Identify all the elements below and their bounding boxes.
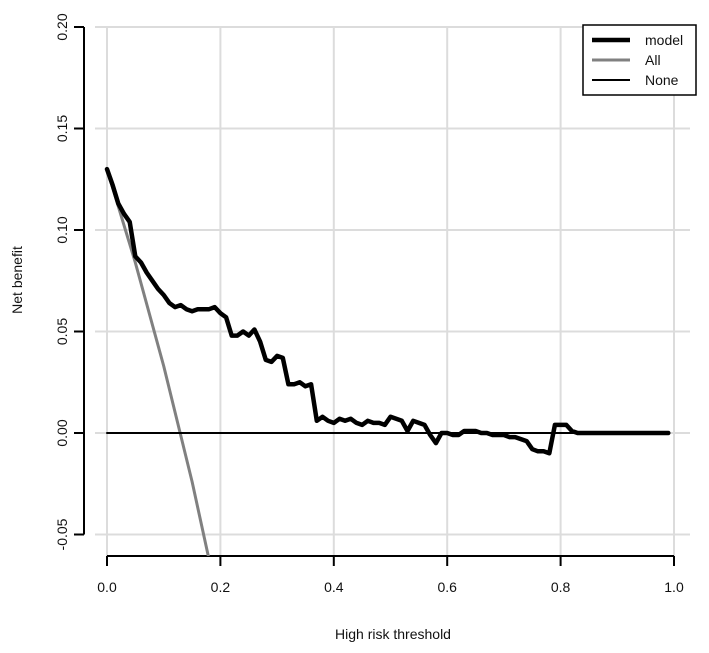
tick-layer: 0.0 0.2 0.4 0.6 0.8 1.0 -0.05 0.00 0.05 0.10 0.15 0… [54,13,684,595]
y-tick-label-1: 0.00 [54,419,70,446]
y-tick-label-4: 0.15 [54,115,70,142]
y-tick-label-3: 0.10 [54,216,70,243]
grid-layer [95,26,690,556]
x-tick-label-2: 0.4 [324,579,344,595]
x-tick-label-5: 1.0 [664,579,684,595]
x-tick-label-3: 0.6 [437,579,457,595]
legend: model All None [582,24,697,96]
legend-label-none: None [645,72,679,88]
legend-label-all: All [645,52,661,68]
x-tick-label-1: 0.2 [211,579,231,595]
y-tick-label-2: 0.05 [54,318,70,345]
x-axis-label: High risk threshold [335,626,451,642]
x-tick-label-0: 0.0 [97,579,117,595]
series-layer [104,166,671,556]
y-axis-label: Net benefit [9,246,25,314]
y-tick-label-0: -0.05 [54,518,70,550]
legend-label-model: model [645,32,683,48]
axes-layer [83,27,674,557]
series-line-all [105,167,210,556]
y-tick-label-5: 0.20 [54,13,70,40]
series-line-model [104,166,671,456]
x-tick-label-4: 0.8 [551,579,571,595]
